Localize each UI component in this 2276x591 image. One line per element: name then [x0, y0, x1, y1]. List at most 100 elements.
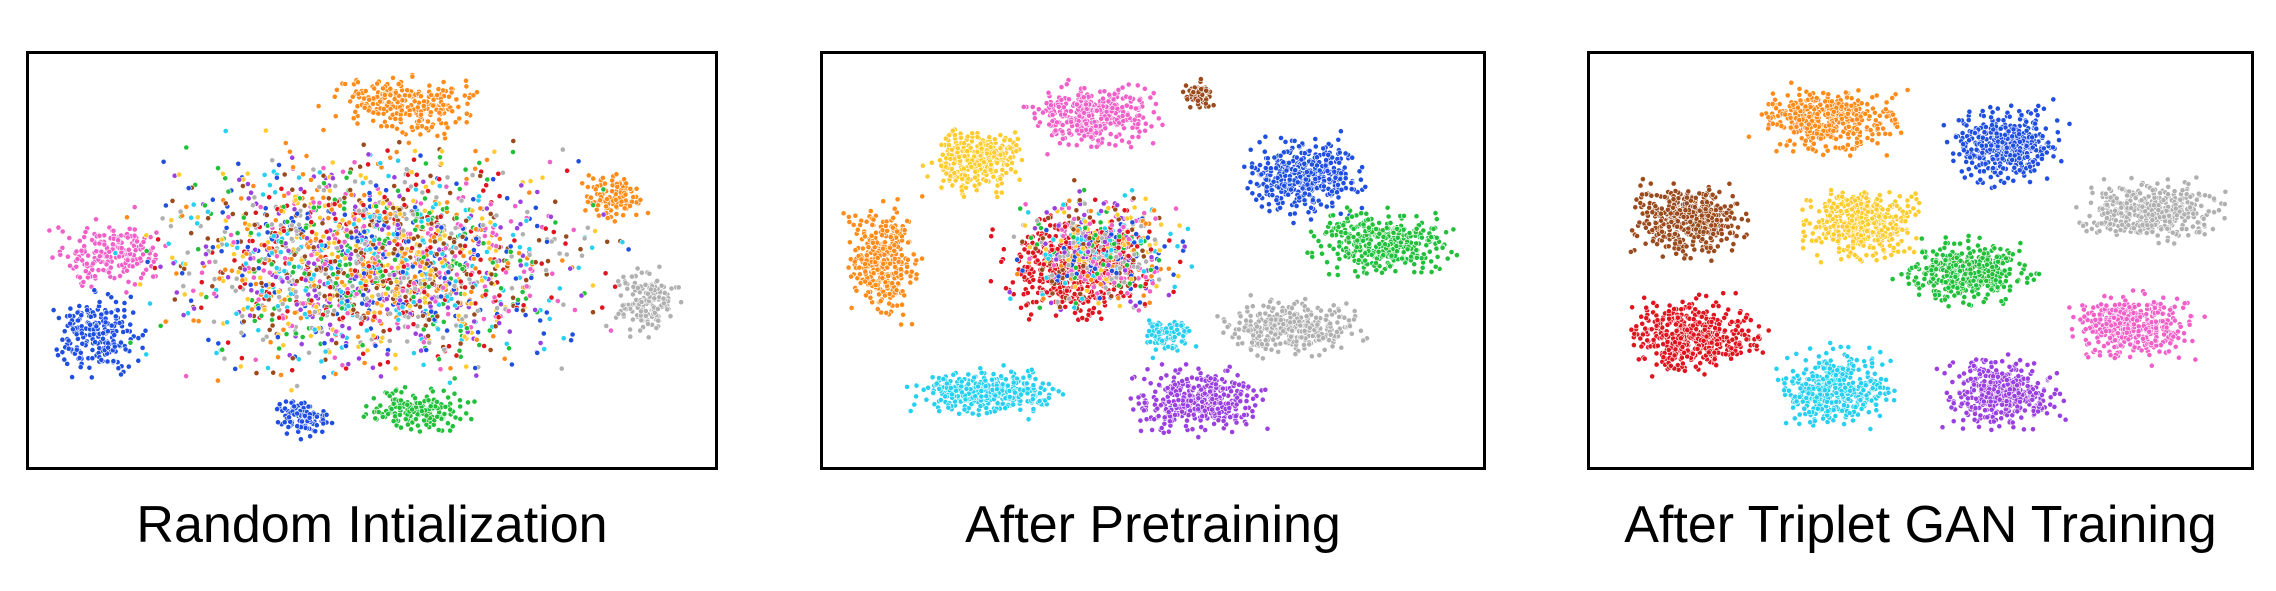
scatter-point — [286, 260, 292, 267]
scatter-point — [411, 280, 417, 287]
scatter-point — [1312, 136, 1319, 142]
scatter-point — [1095, 137, 1102, 144]
scatter-point — [341, 211, 348, 218]
scatter-point — [81, 234, 88, 240]
scatter-point — [317, 214, 323, 221]
scatter-point — [399, 269, 406, 275]
scatter-point — [596, 212, 602, 219]
scatter-point — [664, 306, 671, 313]
scatter-point — [456, 186, 463, 192]
scatter-point — [432, 201, 439, 208]
scatter-point — [651, 295, 658, 302]
scatter-point — [324, 308, 331, 315]
scatter-point — [928, 159, 935, 166]
scatter-point — [455, 104, 462, 110]
scatter-point — [1093, 143, 1100, 150]
scatter-point — [282, 405, 288, 412]
scatter-point — [409, 406, 415, 413]
scatter-point — [481, 233, 488, 239]
scatter-point — [584, 224, 591, 231]
scatter-point — [393, 149, 400, 155]
scatter-point — [405, 314, 412, 321]
scatter-point — [444, 124, 451, 131]
scatter-point — [312, 428, 319, 435]
scatter-point — [1036, 119, 1043, 126]
scatter-point — [370, 101, 376, 107]
scatter-point — [463, 217, 470, 224]
scatter-point — [291, 309, 298, 316]
scatter-point — [313, 250, 320, 257]
scatter-point — [383, 296, 390, 302]
scatter-point — [517, 221, 524, 228]
scatter-point — [990, 173, 997, 180]
scatter-point — [507, 248, 514, 255]
scatter-point — [78, 330, 85, 337]
scatter-point — [532, 204, 539, 211]
scatter-point — [417, 303, 423, 310]
scatter-point — [1301, 197, 1308, 204]
scatter-point — [444, 420, 451, 427]
scatter-point — [633, 211, 640, 218]
scatter-point — [392, 365, 399, 372]
scatter-point — [1335, 224, 1342, 230]
scatter-point — [404, 401, 411, 408]
scatter-point — [85, 252, 91, 259]
scatter-point — [1092, 123, 1099, 129]
scatter-point — [599, 304, 606, 311]
scatter-point — [316, 169, 323, 176]
scatter-point — [625, 246, 632, 253]
scatter-point — [391, 246, 398, 253]
scatter-point — [619, 239, 626, 245]
scatter-point — [1376, 241, 1383, 247]
scatter-point — [937, 157, 943, 164]
scatter-point — [418, 347, 424, 354]
scatter-point — [505, 260, 511, 267]
scatter-point — [408, 169, 415, 176]
scatter-point — [55, 224, 62, 231]
scatter-point — [98, 311, 105, 318]
scatter-point — [993, 189, 1000, 196]
scatter-point — [1020, 104, 1027, 110]
scatter-point — [290, 164, 296, 171]
scatter-point — [1248, 164, 1255, 170]
scatter-point — [248, 287, 255, 294]
scatter-point — [1358, 176, 1364, 183]
scatter-point — [310, 199, 317, 206]
scatter-point — [272, 189, 278, 196]
scatter-point — [475, 329, 481, 336]
scatter-point — [332, 215, 339, 222]
scatter-point — [637, 327, 643, 334]
scatter-point — [1308, 204, 1314, 211]
scatter-point — [354, 313, 361, 319]
scatter-point — [1282, 139, 1289, 145]
scatter-point — [968, 163, 975, 170]
scatter-point — [417, 152, 424, 159]
scatter-point — [404, 421, 411, 428]
scatter-point — [310, 244, 317, 251]
scatter-point — [630, 316, 636, 323]
scatter-point — [429, 388, 436, 395]
scatter-point — [447, 427, 453, 434]
scatter-point — [1249, 170, 1256, 177]
scatter-point — [642, 308, 649, 314]
scatter-point — [479, 215, 485, 222]
scatter-point — [249, 306, 255, 313]
scatter-point — [215, 340, 222, 347]
scatter-point — [1296, 143, 1302, 150]
scatter-point — [1081, 110, 1087, 116]
scatter-point — [1366, 240, 1373, 247]
scatter-point — [352, 247, 359, 254]
scatter-point — [204, 208, 211, 215]
scatter-point — [333, 87, 340, 93]
scatter-point — [396, 193, 403, 200]
scatter-point — [446, 343, 452, 350]
scatter-point — [1430, 225, 1437, 232]
scatter-point — [488, 271, 495, 278]
scatter-point — [453, 352, 460, 359]
scatter-point — [283, 430, 290, 437]
scatter-point — [1058, 84, 1065, 90]
scatter-point — [102, 319, 109, 326]
scatter-point — [1074, 122, 1081, 129]
cluster-blue — [50, 287, 149, 381]
scatter-point — [386, 200, 393, 207]
